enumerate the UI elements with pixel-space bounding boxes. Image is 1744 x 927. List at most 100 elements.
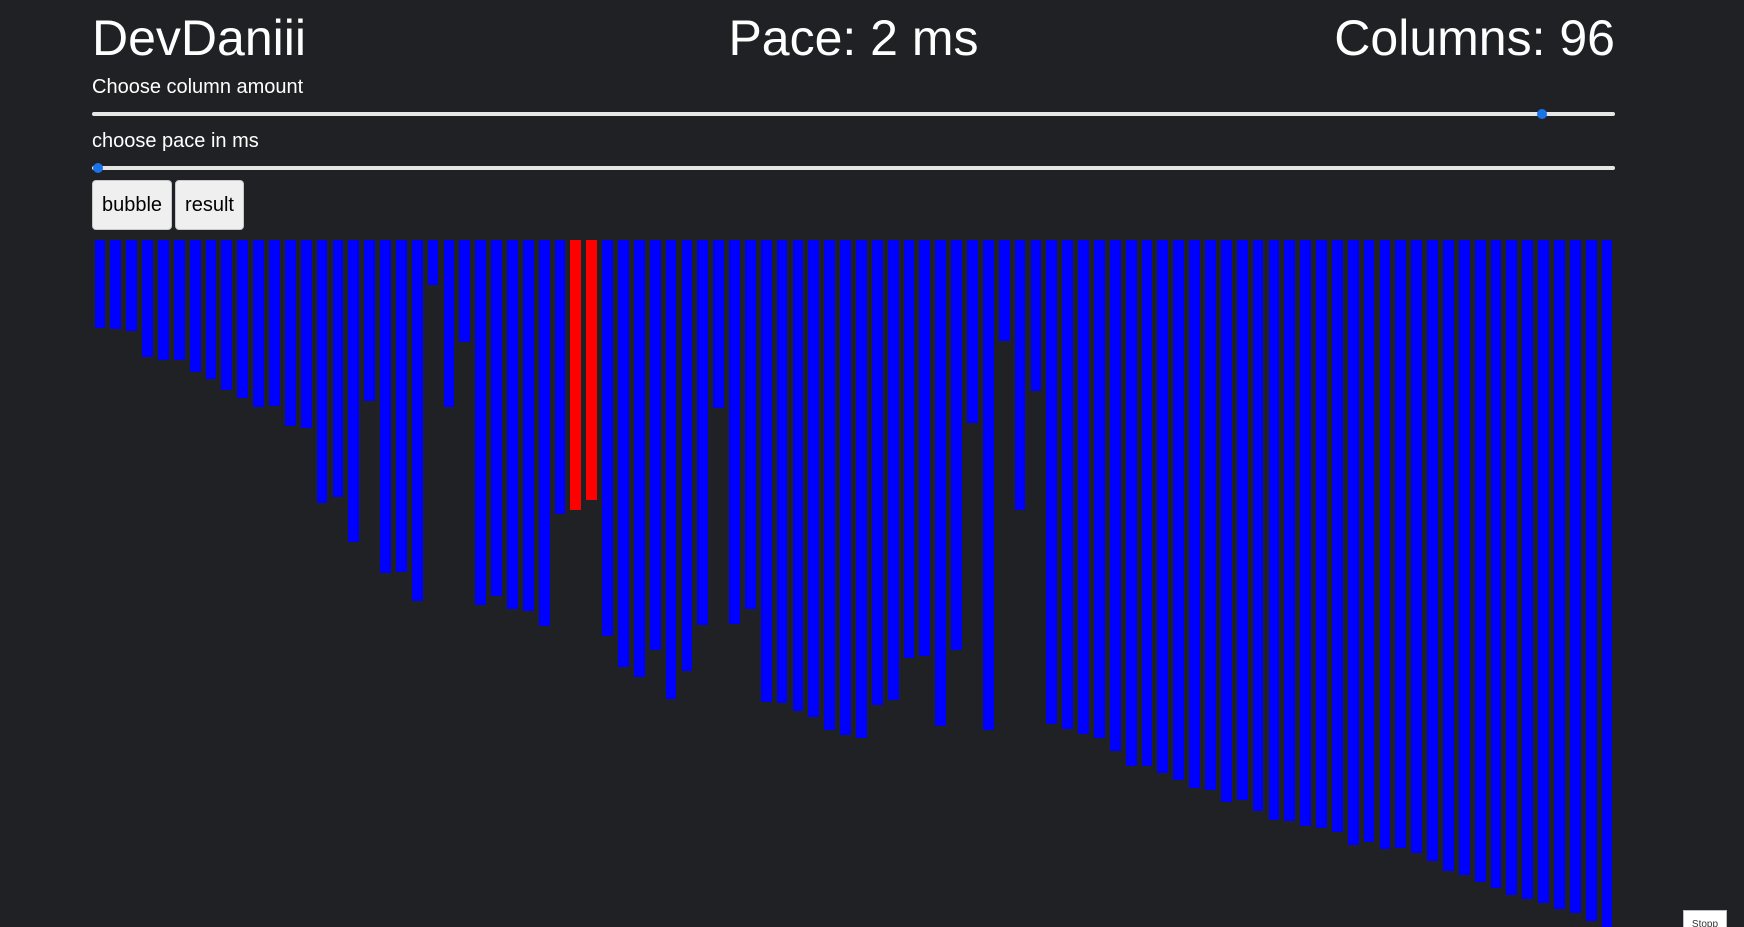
bar-column xyxy=(253,240,264,407)
brand-title: DevDaniii xyxy=(92,10,306,66)
bar-column xyxy=(316,240,328,504)
bar-column xyxy=(427,240,439,285)
bar-column xyxy=(1173,240,1185,781)
bar-column xyxy=(1125,240,1137,767)
bar-column xyxy=(729,240,740,625)
bar-column xyxy=(824,240,836,731)
bar-column xyxy=(443,240,455,407)
bar-column xyxy=(411,240,423,602)
bar-column xyxy=(808,240,820,718)
bar-column xyxy=(522,240,534,612)
bar-column xyxy=(284,240,296,426)
bar-column xyxy=(602,240,613,636)
bar-column xyxy=(1554,240,1565,910)
bar-column xyxy=(1443,240,1454,871)
bar-column xyxy=(776,240,788,704)
column-amount-label: Choose column amount xyxy=(92,76,304,98)
bar-column xyxy=(1316,240,1327,828)
bar-column xyxy=(665,240,677,699)
bar-column xyxy=(237,240,249,398)
bar-column xyxy=(1458,240,1470,876)
bar-column xyxy=(618,240,629,668)
bar-column xyxy=(697,240,709,626)
bar-column xyxy=(1236,240,1248,800)
bar-column xyxy=(903,240,915,658)
bar-column xyxy=(887,240,899,700)
bar-column xyxy=(507,240,518,610)
bar-column xyxy=(1411,240,1423,854)
bar-column xyxy=(1141,240,1153,767)
bar-column xyxy=(840,240,851,735)
bar-column xyxy=(1062,240,1074,729)
bar-column xyxy=(633,240,645,677)
bar-column xyxy=(538,240,550,627)
result-button[interactable]: result xyxy=(175,180,244,230)
bar-column xyxy=(713,240,725,408)
bar-column xyxy=(982,240,994,731)
bar-column xyxy=(1109,240,1121,751)
bar-column xyxy=(1506,240,1518,895)
bar-column xyxy=(189,240,201,372)
bar-column xyxy=(475,240,487,605)
bar-column xyxy=(1395,240,1407,849)
bar-column xyxy=(1205,240,1216,791)
bar-column xyxy=(126,240,138,332)
bar-column xyxy=(1601,240,1613,927)
bar-column xyxy=(554,240,566,514)
bar-column xyxy=(1363,240,1375,842)
bar-column xyxy=(1300,240,1312,827)
bar-column xyxy=(1078,240,1089,734)
bar-column xyxy=(967,240,978,424)
bar-column xyxy=(1347,240,1359,846)
bar-column xyxy=(1252,240,1264,812)
pace-slider-track xyxy=(92,166,1615,170)
pace-slider[interactable] xyxy=(92,161,1615,175)
bar-column xyxy=(760,240,772,702)
bar-column xyxy=(1014,240,1026,511)
stop-tab[interactable]: Stopp xyxy=(1683,910,1727,927)
bar-column xyxy=(856,240,867,739)
bar-column xyxy=(1268,240,1280,820)
header: DevDaniii Pace: 2 ms Columns: 96 xyxy=(92,8,1615,68)
bar-column xyxy=(1490,240,1502,889)
bar-column xyxy=(792,240,804,712)
bar-column xyxy=(1189,240,1200,789)
bar-column xyxy=(649,240,661,650)
bar-column xyxy=(1538,240,1549,904)
bar-column xyxy=(94,240,106,328)
bar-column xyxy=(1379,240,1391,849)
bar-column xyxy=(744,240,756,609)
bar-column xyxy=(919,240,931,656)
pace-display: Pace: 2 ms xyxy=(728,10,979,66)
bar-column xyxy=(1585,240,1597,921)
bar-column xyxy=(1094,240,1105,739)
bar-column xyxy=(110,240,122,329)
bar-column xyxy=(871,240,883,706)
columns-display: Columns: 96 xyxy=(1334,10,1615,66)
column-amount-slider[interactable] xyxy=(92,107,1615,121)
column-slider-track xyxy=(92,112,1615,116)
bar-column xyxy=(300,240,312,428)
bar-column xyxy=(269,240,280,406)
bar-column xyxy=(348,240,360,542)
bar-column xyxy=(1157,240,1169,774)
bar-column-compared xyxy=(570,240,582,511)
bar-column xyxy=(1284,240,1296,821)
bar-column xyxy=(935,240,947,727)
bar-column xyxy=(173,240,185,361)
bar-column xyxy=(998,240,1010,341)
bar-column xyxy=(1046,240,1058,725)
pace-slider-thumb[interactable] xyxy=(93,163,104,173)
bar-column xyxy=(1331,240,1343,833)
bar-column xyxy=(1474,240,1486,883)
bar-column xyxy=(205,240,217,379)
bar-column xyxy=(1569,240,1581,913)
bar-column xyxy=(1522,240,1534,899)
bar-column xyxy=(142,240,153,357)
bar-column xyxy=(221,240,233,391)
column-slider-thumb[interactable] xyxy=(1536,109,1547,119)
bubble-sort-button[interactable]: bubble xyxy=(92,180,172,230)
pace-label: choose pace in ms xyxy=(92,130,259,152)
bar-column xyxy=(951,240,962,650)
